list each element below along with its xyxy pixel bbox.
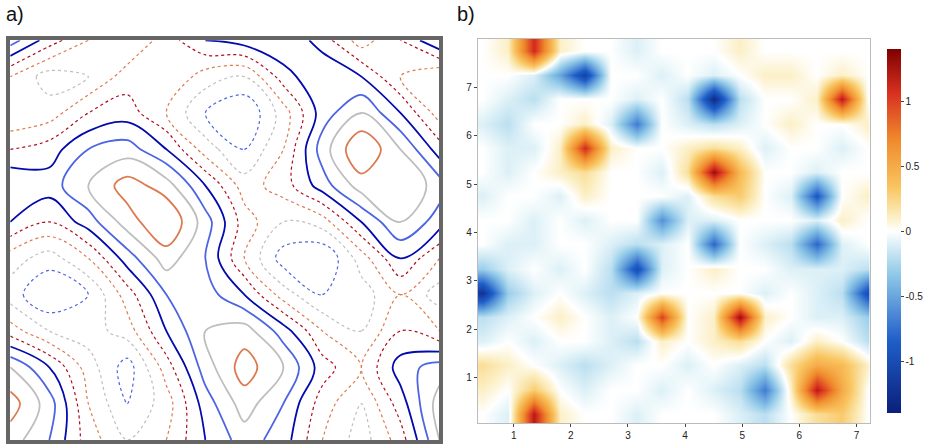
svg-text:0: 0: [906, 226, 912, 237]
svg-text:7: 7: [466, 82, 472, 93]
svg-text:5: 5: [466, 179, 472, 190]
svg-text:5: 5: [739, 430, 745, 441]
svg-text:1: 1: [511, 430, 517, 441]
svg-text:1: 1: [466, 372, 472, 383]
svg-text:4: 4: [466, 227, 472, 238]
svg-text:b): b): [457, 3, 475, 25]
svg-text:0.5: 0.5: [906, 161, 920, 172]
svg-text:7: 7: [854, 430, 860, 441]
svg-text:-1: -1: [906, 356, 915, 367]
svg-text:1: 1: [906, 96, 912, 107]
svg-text:-0.5: -0.5: [906, 291, 924, 302]
svg-text:a): a): [6, 3, 24, 25]
svg-text:2: 2: [466, 324, 472, 335]
svg-text:6: 6: [466, 130, 472, 141]
svg-text:6: 6: [797, 430, 803, 441]
svg-text:3: 3: [625, 430, 631, 441]
svg-text:3: 3: [466, 275, 472, 286]
svg-text:4: 4: [682, 430, 688, 441]
svg-text:2: 2: [568, 430, 574, 441]
